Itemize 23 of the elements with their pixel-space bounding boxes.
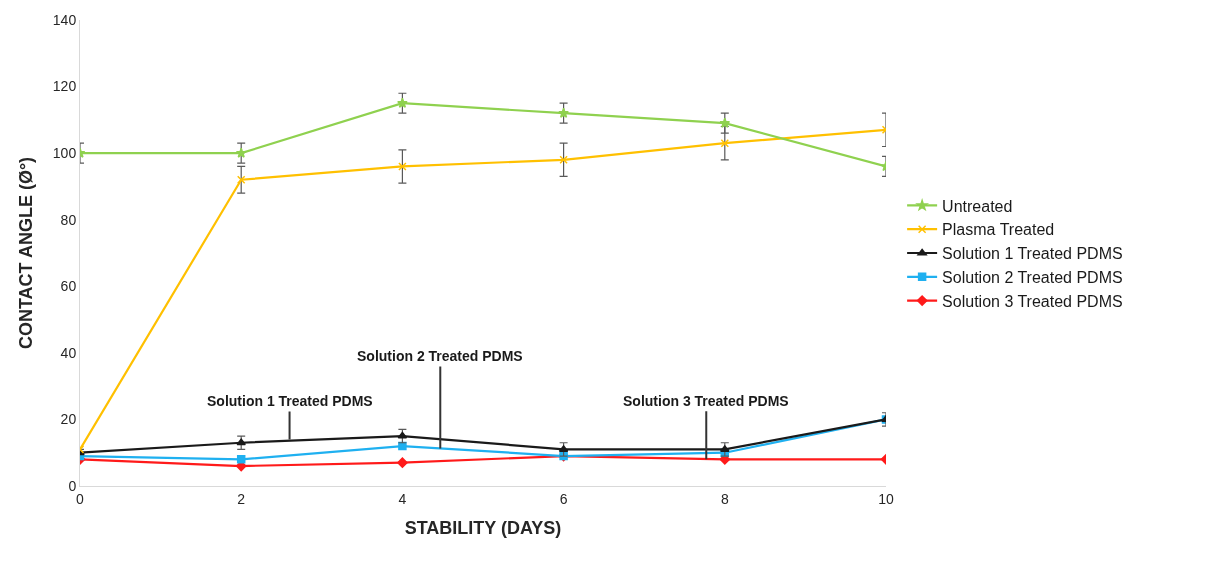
- legend-label: Solution 3 Treated PDMS: [942, 292, 1123, 310]
- y-tick-label: 60: [60, 278, 77, 295]
- x-tick-label: 6: [559, 490, 568, 507]
- y-axis-title: CONTACT ANGLE (Ø°): [16, 156, 37, 350]
- x-tick-label: 4: [398, 490, 407, 507]
- legend-label: Plasma Treated: [942, 221, 1055, 239]
- annotation: Solution 1 Treated PDMS: [207, 393, 373, 409]
- annotation: Solution 2 Treated PDMS: [357, 348, 523, 364]
- legend-label: Solution 1 Treated PDMS: [942, 245, 1123, 263]
- x-axis-title: STABILITY (DAYS): [404, 517, 562, 538]
- y-tick-label: 140: [52, 11, 77, 28]
- y-tick-label: 120: [52, 78, 77, 95]
- y-tick-label: 80: [60, 211, 77, 228]
- x-tick-label: 8: [720, 490, 729, 507]
- x-tick-label: 2: [237, 490, 246, 507]
- y-tick-label: 40: [60, 344, 77, 361]
- annotation: Solution 3 Treated PDMS: [623, 393, 789, 409]
- legend-label: Solution 2 Treated PDMS: [942, 269, 1123, 287]
- x-tick-label: 10: [878, 490, 894, 507]
- y-tick-label: 0: [68, 477, 77, 494]
- y-tick-label: 20: [60, 411, 77, 428]
- legend-label: Untreated: [942, 197, 1013, 215]
- y-tick-label: 100: [52, 145, 77, 162]
